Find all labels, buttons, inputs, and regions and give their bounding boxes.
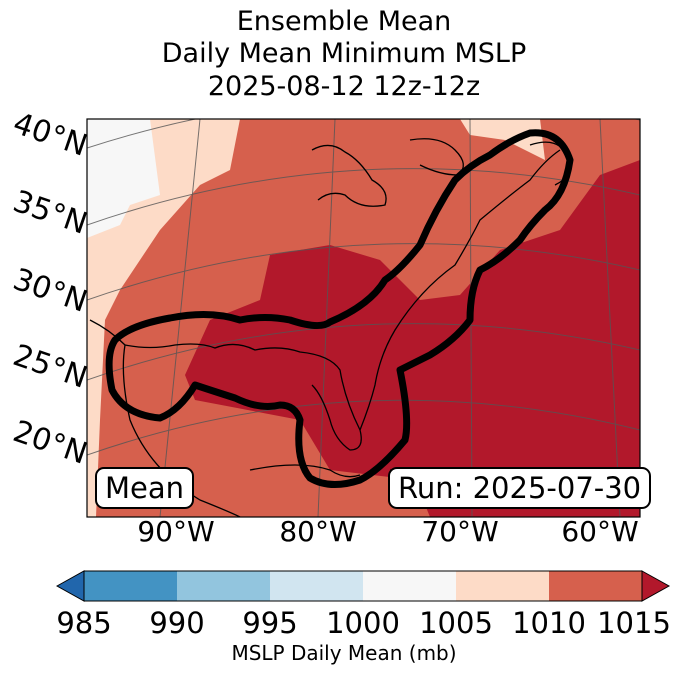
field-1005-1010-northeast <box>460 119 545 160</box>
colorbar <box>55 570 671 602</box>
colorbar-tick-1000: 1000 <box>326 606 400 640</box>
colorbar-tick-990: 990 <box>149 606 205 640</box>
field-1000-1005 <box>87 119 160 238</box>
colorbar-extend-high <box>641 570 671 602</box>
colorbar-tick-995: 995 <box>242 606 298 640</box>
colorbar-tick-985: 985 <box>56 606 112 640</box>
run-label-box: Run: 2025-07-30 <box>388 467 652 509</box>
colorbar-segment-1000-1005 <box>363 571 456 601</box>
lon-label-60w: 60°W <box>561 515 639 548</box>
field-1005-1010-west <box>87 119 240 517</box>
lon-label-80w: 80°W <box>279 515 357 548</box>
title-line-2: Daily Mean Minimum MSLP <box>161 38 527 69</box>
lon-label-90w: 90°W <box>137 515 215 548</box>
colorbar-segment-990-995 <box>177 571 270 601</box>
colorbar-segment-995-1000 <box>270 571 363 601</box>
lon-label-70w: 70°W <box>421 515 499 548</box>
contour-outline <box>105 129 574 488</box>
colorbar-segment-1010-1015 <box>549 571 642 601</box>
map-frame <box>86 118 641 518</box>
mean-label-box: Mean <box>95 467 195 509</box>
colorbar-segment-985-990 <box>84 571 177 601</box>
colorbar-tick-1005: 1005 <box>419 606 493 640</box>
colorbar-tick-1010: 1010 <box>512 606 586 640</box>
graticule <box>87 119 640 517</box>
colorbar-segment-1005-1010 <box>456 571 549 601</box>
colorbar-extend-low <box>55 570 85 602</box>
colorbar-label: MSLP Daily Mean (mb) <box>231 641 457 665</box>
title-line-3: 2025-08-12 12z-12z <box>207 71 481 102</box>
colorbar-tick-1015: 1015 <box>597 606 671 640</box>
title-line-1: Ensemble Mean <box>236 6 452 37</box>
colorbar-frame <box>83 570 643 602</box>
